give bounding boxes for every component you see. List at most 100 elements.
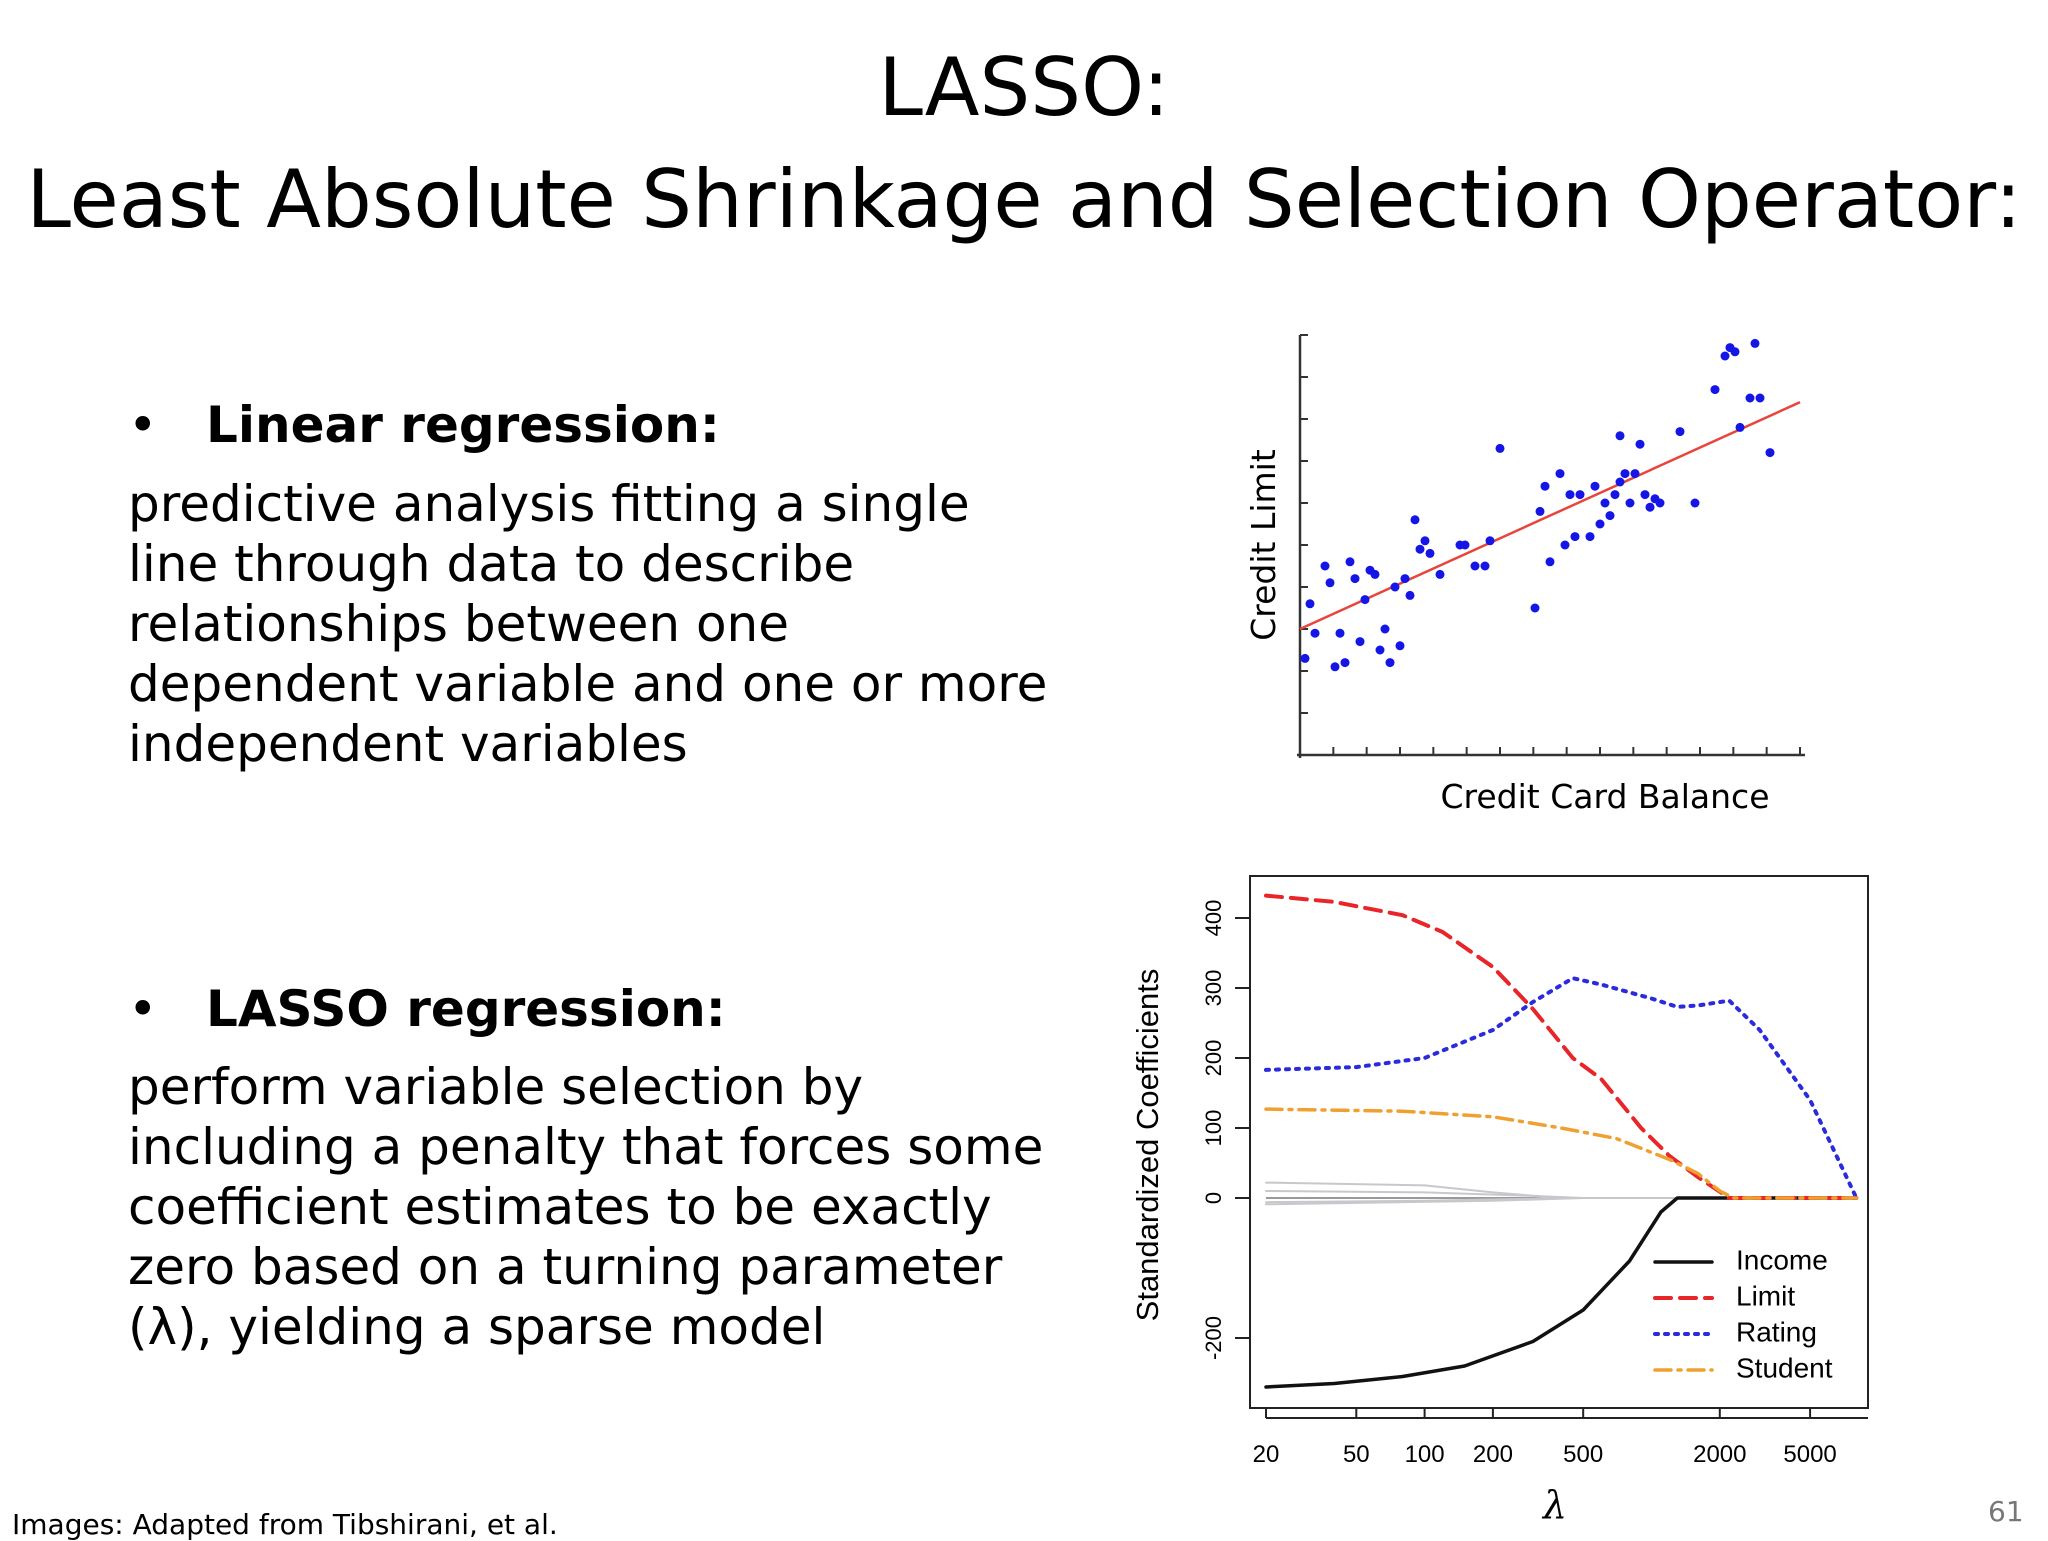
y-tick-label: 300 xyxy=(1201,970,1226,1007)
data-point xyxy=(1640,490,1650,500)
plot-frame xyxy=(1249,875,1869,1409)
bullet-heading-text: Linear regression: xyxy=(206,396,720,454)
y-tick-label: 0 xyxy=(1201,1192,1226,1204)
data-point xyxy=(1370,569,1380,579)
y-axis-label: Standardized Coefficients xyxy=(1130,969,1165,1322)
page-number: 61 xyxy=(1988,1495,2024,1528)
data-point xyxy=(1385,658,1395,668)
data-point xyxy=(1420,536,1430,546)
data-point xyxy=(1340,658,1350,668)
series-line-income xyxy=(1264,1196,1859,1389)
x-tick-label: 5000 xyxy=(1783,1441,1836,1468)
bullet-heading-linear: • Linear regression: xyxy=(128,396,720,454)
data-point xyxy=(1675,427,1685,437)
data-point xyxy=(1335,628,1345,638)
data-point xyxy=(1635,439,1645,449)
data-point xyxy=(1300,653,1310,663)
data-point xyxy=(1355,637,1365,647)
bullet-dot: • xyxy=(128,980,158,1038)
data-point xyxy=(1535,506,1545,516)
x-axis-label: Credit Card Balance xyxy=(1440,777,1769,816)
series-line-other xyxy=(1265,1181,1858,1199)
y-axis-label: Credit Limit xyxy=(1244,449,1283,641)
data-point xyxy=(1720,351,1730,361)
data-point xyxy=(1545,557,1555,567)
series-line-student xyxy=(1264,1107,1859,1200)
data-point xyxy=(1565,490,1575,500)
data-point xyxy=(1730,347,1740,357)
x-tick-label: 50 xyxy=(1343,1441,1370,1468)
data-point xyxy=(1400,574,1410,584)
data-point xyxy=(1305,599,1315,609)
data-point xyxy=(1395,641,1405,651)
data-point xyxy=(1590,481,1600,491)
series-line-limit xyxy=(1264,893,1859,1200)
data-point xyxy=(1595,519,1605,529)
data-point xyxy=(1755,393,1765,403)
data-point xyxy=(1325,578,1335,588)
legend-label: Income xyxy=(1736,1244,1828,1275)
data-point xyxy=(1620,469,1630,479)
x-tick-label: 200 xyxy=(1473,1441,1513,1468)
x-axis-label: λ xyxy=(1541,1483,1567,1527)
data-point xyxy=(1405,590,1415,600)
data-point xyxy=(1555,469,1565,479)
bullet-text-linear: predictive analysis fitting a single lin… xyxy=(128,475,1048,773)
data-point xyxy=(1605,511,1615,521)
data-point xyxy=(1410,515,1420,525)
data-point xyxy=(1615,477,1625,487)
data-point xyxy=(1425,548,1435,558)
data-point xyxy=(1690,498,1700,508)
series-line-rating xyxy=(1264,976,1859,1200)
x-tick-label: 500 xyxy=(1563,1441,1603,1468)
data-point xyxy=(1625,498,1635,508)
data-point xyxy=(1570,532,1580,542)
data-point xyxy=(1435,569,1445,579)
data-point xyxy=(1375,645,1385,655)
data-point xyxy=(1345,557,1355,567)
bullet-dot: • xyxy=(128,396,158,454)
data-point xyxy=(1710,385,1720,395)
bullet-heading-text: LASSO regression: xyxy=(206,980,726,1038)
data-point xyxy=(1655,498,1665,508)
data-point xyxy=(1765,448,1775,458)
data-point xyxy=(1330,662,1340,672)
y-tick-label: -200 xyxy=(1201,1316,1226,1360)
data-point xyxy=(1575,490,1585,500)
y-tick-label: 200 xyxy=(1201,1040,1226,1077)
data-point xyxy=(1320,561,1330,571)
data-point xyxy=(1745,393,1755,403)
bullet-text-lasso: perform variable selection by including … xyxy=(128,1058,1044,1356)
data-point xyxy=(1610,490,1620,500)
data-point xyxy=(1360,595,1370,605)
data-point xyxy=(1390,582,1400,592)
data-point xyxy=(1310,628,1320,638)
slide-title-line2: Least Absolute Shrinkage and Selection O… xyxy=(26,153,2022,246)
data-point xyxy=(1470,561,1480,571)
legend-label: Student xyxy=(1736,1352,1833,1383)
image-credit: Images: Adapted from Tibshirani, et al. xyxy=(12,1508,558,1541)
data-point xyxy=(1750,338,1760,348)
data-point xyxy=(1540,481,1550,491)
data-point xyxy=(1645,502,1655,512)
data-point xyxy=(1480,561,1490,571)
x-tick-label: 2000 xyxy=(1693,1441,1746,1468)
legend-label: Limit xyxy=(1736,1280,1795,1311)
y-tick-label: 400 xyxy=(1201,900,1226,937)
y-tick-label: 100 xyxy=(1201,1110,1226,1147)
bullet-heading-lasso: • LASSO regression: xyxy=(128,980,726,1038)
slide-title-line1: LASSO: xyxy=(878,41,1170,134)
regression-line xyxy=(1299,401,1801,631)
data-point xyxy=(1600,498,1610,508)
data-point xyxy=(1415,544,1425,554)
data-point xyxy=(1460,540,1470,550)
x-tick-label: 100 xyxy=(1405,1441,1445,1468)
x-tick-label: 20 xyxy=(1253,1441,1280,1468)
data-point xyxy=(1485,536,1495,546)
data-point xyxy=(1380,624,1390,634)
data-point xyxy=(1560,540,1570,550)
data-point xyxy=(1735,422,1745,432)
data-point xyxy=(1585,532,1595,542)
